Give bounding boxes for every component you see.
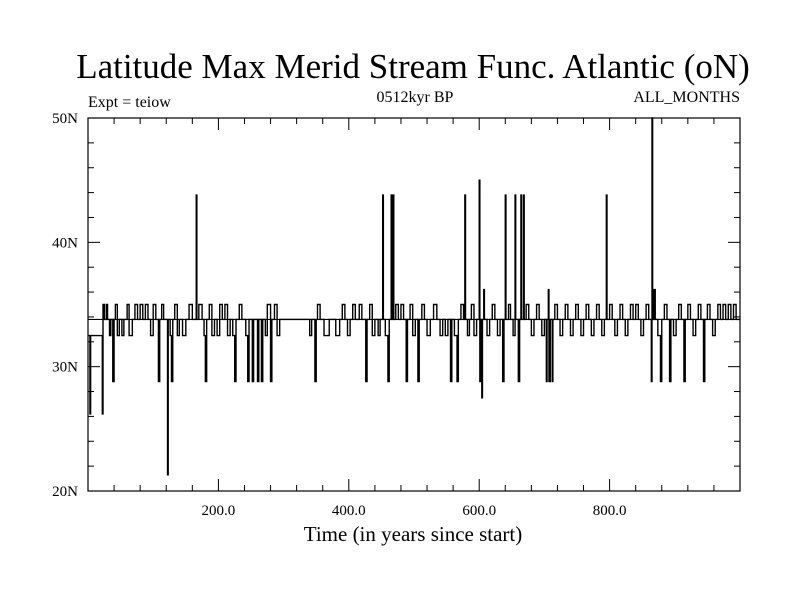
plot-frame bbox=[87, 117, 741, 492]
right-subtitle: ALL_MONTHS bbox=[633, 89, 740, 106]
plot-lines bbox=[88, 117, 740, 476]
left-subtitle: Expt = teiow bbox=[88, 94, 171, 111]
x-tick-label: 800.0 bbox=[593, 503, 627, 519]
center-subtitle: 0512kyr BP bbox=[377, 89, 454, 106]
y-tick-label: 50N bbox=[52, 111, 78, 127]
y-tick-label: 20N bbox=[52, 484, 78, 500]
x-tick-label: 400.0 bbox=[332, 503, 366, 519]
chart-title: Latitude Max Merid Stream Func. Atlantic… bbox=[76, 47, 750, 86]
x-tick-label: 600.0 bbox=[462, 503, 496, 519]
series-line bbox=[88, 117, 740, 476]
y-tick-label: 40N bbox=[52, 235, 78, 251]
x-axis-label: Time (in years since start) bbox=[304, 522, 523, 546]
y-tick-label: 30N bbox=[52, 360, 78, 376]
x-tick-label: 200.0 bbox=[202, 503, 236, 519]
